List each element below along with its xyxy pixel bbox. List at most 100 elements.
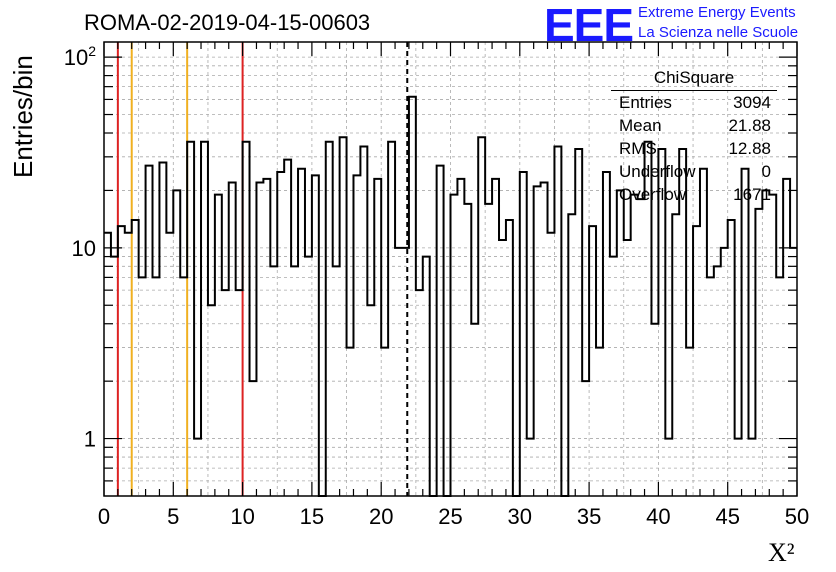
histogram-bin — [423, 257, 430, 496]
histogram-bin — [416, 290, 423, 496]
histogram-bin — [651, 324, 658, 496]
histogram-bin — [139, 277, 146, 496]
histogram-bin — [624, 240, 631, 496]
histogram-bin — [776, 277, 783, 496]
histogram-bin — [270, 266, 277, 496]
histogram-bin — [610, 257, 617, 496]
histogram-bin — [721, 248, 728, 496]
x-tick-label: 30 — [508, 504, 532, 529]
histogram-bin — [742, 169, 749, 496]
histogram-bin — [194, 439, 201, 496]
histogram-bin — [554, 146, 561, 496]
stats-value: 12.88 — [728, 139, 771, 158]
histogram-bin — [291, 266, 298, 496]
histogram-bin — [132, 220, 139, 496]
histogram-bin — [603, 172, 610, 496]
stats-value: 1671 — [733, 185, 771, 204]
histogram-bin — [693, 226, 700, 496]
chart-title: ROMA-02-2019-04-15-00603 — [84, 10, 371, 35]
histogram-bin — [686, 348, 693, 496]
stats-row-underflow: Underflow 0 — [611, 162, 777, 185]
histogram-bin — [485, 204, 492, 496]
histogram-bin — [180, 277, 187, 496]
histogram-bin — [568, 214, 575, 496]
x-tick-label: 15 — [300, 504, 324, 529]
histogram-bin — [464, 204, 471, 496]
histogram-bin — [284, 160, 291, 496]
histogram-bin — [457, 179, 464, 496]
histogram-bin — [347, 348, 354, 496]
stats-row-overflow: Overflow 1671 — [611, 185, 777, 208]
histogram-bin — [755, 209, 762, 496]
histogram-bin — [215, 195, 222, 496]
histogram-bin — [305, 257, 312, 496]
histogram-bin — [735, 439, 742, 496]
y-tick-label: 102 — [64, 43, 96, 70]
x-tick-label: 25 — [438, 504, 462, 529]
histogram-bin — [589, 226, 596, 496]
histogram-bin — [527, 439, 534, 496]
logo-line-1: Extreme Energy Events — [638, 4, 796, 21]
histogram-bin — [617, 190, 624, 496]
y-axis-label: Entries/bin — [8, 55, 38, 178]
stats-value: 3094 — [733, 93, 771, 112]
histogram-bin — [381, 348, 388, 496]
histogram-bin — [582, 381, 589, 496]
stats-row-mean: Mean 21.88 — [611, 116, 777, 139]
stats-value: 0 — [761, 162, 771, 181]
histogram-bin — [471, 324, 478, 496]
x-tick-label: 20 — [369, 504, 393, 529]
histogram-bin — [353, 175, 360, 496]
histogram-bin — [437, 166, 444, 496]
histogram-bin — [395, 248, 402, 496]
histogram-bin — [451, 195, 458, 496]
histogram-bin — [201, 142, 208, 496]
histogram-bin — [173, 190, 180, 496]
logo-line-2: La Scienza nelle Scuole — [638, 24, 799, 41]
stats-row-entries: Entries 3094 — [611, 93, 777, 116]
histogram-bin — [631, 195, 638, 496]
x-tick-label: 40 — [646, 504, 670, 529]
stats-label: Overflow — [619, 185, 687, 204]
stats-label: Entries — [619, 93, 672, 112]
histogram-bin — [187, 142, 194, 496]
histogram-bin — [208, 305, 215, 496]
stats-row-rms: RMS 12.88 — [611, 139, 777, 162]
x-tick-label: 0 — [98, 504, 110, 529]
histogram-bin — [159, 163, 166, 496]
histogram-bin — [277, 172, 284, 496]
histogram-bin — [762, 190, 769, 496]
histogram-bin — [229, 183, 236, 496]
histogram-bin — [125, 233, 132, 496]
x-tick-label: 35 — [577, 504, 601, 529]
histogram-bin — [118, 226, 125, 496]
stats-label: Mean — [619, 116, 662, 135]
stats-title: ChiSquare — [611, 68, 777, 91]
x-tick-label: 50 — [785, 504, 809, 529]
histogram-bin — [146, 166, 153, 496]
histogram-bin — [541, 183, 548, 496]
histogram-step-line — [104, 95, 797, 497]
histogram-bin — [256, 183, 263, 496]
histogram-bin — [534, 186, 541, 496]
stats-box: ChiSquare Entries 3094 Mean 21.88 RMS 12.88… — [611, 68, 777, 208]
histogram-bin — [402, 248, 409, 496]
x-axis-label: X² — [768, 538, 795, 567]
histogram-bin — [222, 290, 229, 496]
histogram-bin — [575, 149, 582, 496]
histogram-bin — [374, 179, 381, 496]
histogram-bin — [783, 179, 790, 496]
histogram-bin — [478, 137, 485, 496]
histogram-bin — [250, 381, 257, 496]
histogram-bin — [790, 248, 797, 496]
histogram-bin — [728, 220, 735, 496]
x-tick-label: 5 — [167, 504, 179, 529]
histogram-bin — [714, 266, 721, 496]
histogram-bin — [236, 290, 243, 496]
histogram-bin — [520, 172, 527, 496]
x-tick-label: 45 — [715, 504, 739, 529]
stats-label: RMS — [619, 139, 657, 158]
y-tick-label: 10 — [72, 236, 96, 261]
stats-label: Underflow — [619, 162, 696, 181]
histogram-bin — [360, 146, 367, 496]
